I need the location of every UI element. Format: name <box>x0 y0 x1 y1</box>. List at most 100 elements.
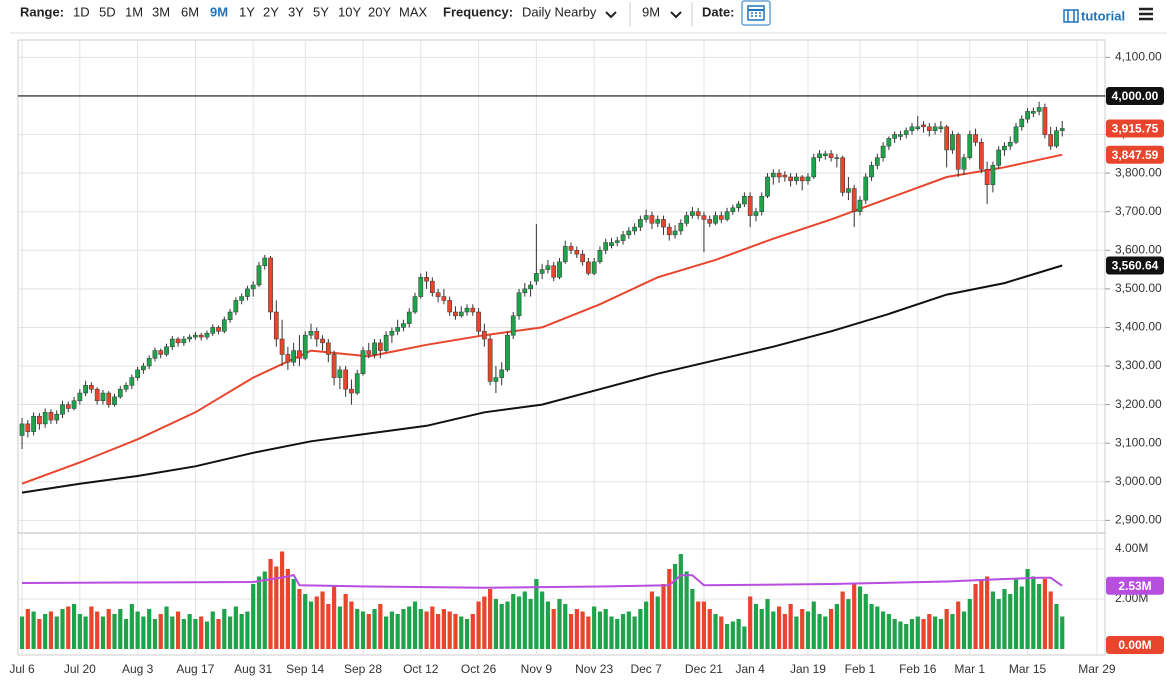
tutorial-link[interactable]: tutorial <box>1063 8 1125 23</box>
price-tag <box>1106 576 1164 595</box>
candle-body <box>632 226 637 232</box>
volume-bar <box>713 614 718 649</box>
price-tag <box>1106 145 1164 164</box>
volume-bar <box>956 601 961 649</box>
candle-body <box>77 392 83 401</box>
range-button[interactable]: 3M <box>152 4 170 19</box>
volume-bar <box>985 576 990 649</box>
volume-bar <box>106 609 111 649</box>
volume-bar <box>979 579 984 649</box>
volume-bar <box>297 589 302 649</box>
range-button[interactable]: 1D <box>73 4 90 19</box>
candle-body <box>863 176 869 201</box>
volume-bar <box>534 579 539 649</box>
volume-bar <box>967 599 972 649</box>
volume-bar <box>164 606 169 649</box>
volume-bar <box>800 609 805 649</box>
volume-bar <box>696 601 701 649</box>
volume-bar <box>43 614 48 649</box>
volume-bar <box>37 619 42 649</box>
candle-body <box>765 176 770 197</box>
volume-bar <box>418 609 423 649</box>
volume-bar <box>395 614 400 649</box>
candle-body <box>805 176 811 182</box>
volume-bar <box>303 594 308 649</box>
menu-button[interactable] <box>1139 7 1153 21</box>
candle-body <box>568 246 574 251</box>
range-button[interactable]: 6M <box>181 4 199 19</box>
candle-body <box>730 207 736 212</box>
volume-bar <box>788 604 793 649</box>
range-button[interactable]: 2Y <box>263 4 279 19</box>
candle-body <box>747 196 753 216</box>
range-button[interactable]: 1M <box>125 4 143 19</box>
volume-bar <box>846 599 851 649</box>
volume-bar <box>580 611 585 649</box>
volume-bar <box>123 619 129 649</box>
x-tick-label: Sep 14 <box>286 662 324 676</box>
candle-body <box>89 385 94 390</box>
range-button[interactable]: 20Y <box>368 4 391 19</box>
candle-body <box>799 176 805 182</box>
frequency-select[interactable]: Daily Nearby <box>522 4 597 19</box>
volume-bar <box>840 591 845 649</box>
candle-body <box>718 215 724 220</box>
volume-bar <box>412 601 418 649</box>
volume-bar <box>239 614 244 649</box>
candle-body <box>31 415 36 432</box>
volume-bar <box>135 611 140 649</box>
volume-tick-label: 4.00M <box>1115 541 1148 555</box>
calendar-button[interactable] <box>741 0 771 26</box>
candle-body <box>141 365 146 371</box>
candle-body <box>1054 130 1059 147</box>
volume-bar <box>77 614 82 649</box>
price-tag-label: 2.53M <box>1118 579 1151 593</box>
volume-bar <box>378 604 383 649</box>
price-tag-label: 3,915.75 <box>1112 122 1159 136</box>
range-button-active[interactable]: 9M <box>210 4 228 19</box>
range-button[interactable]: 5Y <box>313 4 329 19</box>
candle-body <box>828 153 834 158</box>
candle-body <box>938 126 944 129</box>
volume-bar <box>678 554 683 649</box>
plot-frame <box>17 39 1106 656</box>
tutorial-text[interactable]: tutorial <box>1081 8 1125 23</box>
volume-bar <box>667 569 672 649</box>
candle-body <box>944 126 950 151</box>
candle-body <box>961 157 967 170</box>
range-button[interactable]: 1Y <box>239 4 255 19</box>
volume-bar <box>60 609 65 649</box>
range-button[interactable]: 10Y <box>338 4 361 19</box>
candle-body <box>349 388 354 394</box>
candle-body <box>545 265 551 270</box>
volume-bar <box>1054 604 1059 649</box>
period-select[interactable]: 9M <box>642 4 660 19</box>
volume-bar <box>719 616 724 649</box>
volume-bar <box>204 621 210 649</box>
volume-bar <box>701 601 707 649</box>
candle-body <box>106 392 112 405</box>
volume-bar <box>355 609 360 649</box>
candle-body <box>401 323 406 328</box>
candle-body <box>377 342 383 351</box>
candle-body <box>366 350 372 355</box>
range-button[interactable]: 3Y <box>288 4 304 19</box>
volume-bar <box>245 611 250 649</box>
candle-body <box>499 369 505 378</box>
volume-bar <box>441 609 447 649</box>
volume-bar <box>771 611 776 649</box>
x-tick-label: Sep 28 <box>344 662 382 676</box>
x-tick-label: Jul 20 <box>64 662 96 676</box>
candle-body <box>707 219 713 224</box>
range-button[interactable]: MAX <box>399 4 428 19</box>
moving-average-line <box>21 264 1063 494</box>
candle-body <box>609 242 614 246</box>
volume-bar <box>129 604 134 649</box>
volume-bar <box>869 604 874 649</box>
volume-bar <box>268 559 273 649</box>
volume-bar <box>141 616 146 649</box>
volume-bar <box>1008 594 1013 649</box>
range-button[interactable]: 5D <box>99 4 116 19</box>
candle-body <box>256 265 262 286</box>
volume-bar <box>401 609 406 649</box>
